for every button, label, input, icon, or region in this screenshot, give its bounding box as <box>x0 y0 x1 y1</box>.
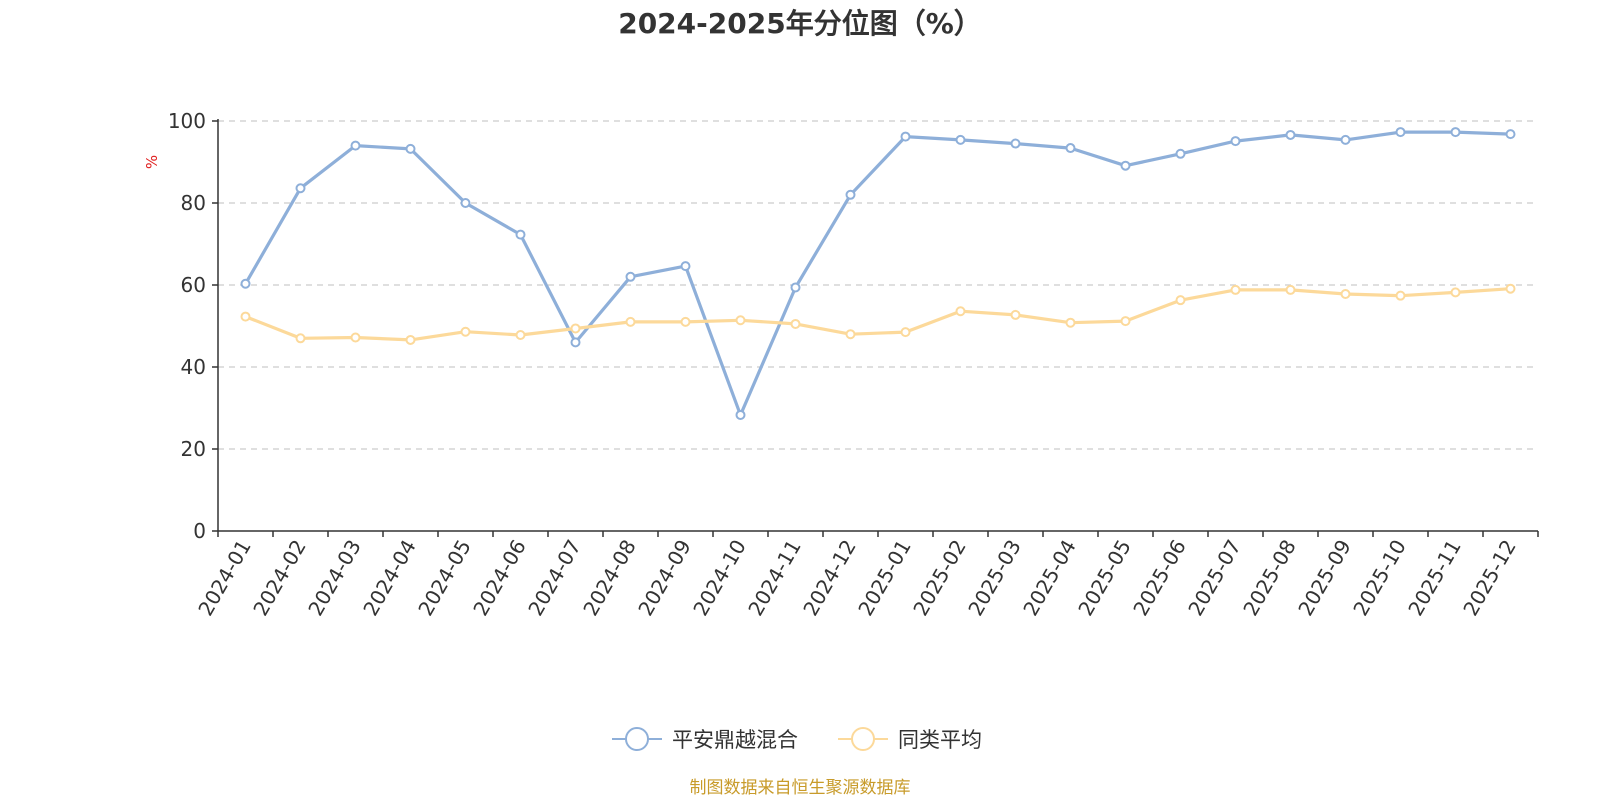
data-point[interactable] <box>405 143 416 154</box>
x-tick-label: 2024-03 <box>303 536 366 620</box>
x-tick-label: 2024-06 <box>468 536 531 620</box>
x-tick-label: 2024-01 <box>193 536 256 620</box>
data-point[interactable] <box>1285 284 1296 295</box>
data-point[interactable] <box>1395 290 1406 301</box>
x-tick-label: 2024-12 <box>798 536 861 620</box>
y-tick-label: 40 <box>181 355 206 379</box>
data-point[interactable] <box>1120 316 1131 327</box>
data-point[interactable] <box>295 183 306 194</box>
data-point[interactable] <box>735 409 746 420</box>
x-tick-label: 2024-09 <box>633 536 696 620</box>
series-0 <box>240 127 1516 420</box>
data-point[interactable] <box>1230 136 1241 147</box>
data-point[interactable] <box>350 140 361 151</box>
series-1 <box>240 283 1516 345</box>
y-tick-label: 20 <box>181 437 206 461</box>
x-tick-label: 2025-09 <box>1293 536 1356 620</box>
x-tick-label: 2025-12 <box>1458 536 1521 620</box>
data-point[interactable] <box>570 337 581 348</box>
series-group <box>240 127 1516 420</box>
axes <box>217 119 1538 532</box>
legend-label[interactable]: 平安鼎越混合 <box>672 728 798 752</box>
x-tick-labels: 2024-012024-022024-032024-042024-052024-… <box>193 531 1539 620</box>
data-point[interactable] <box>295 333 306 344</box>
data-point[interactable] <box>350 332 361 343</box>
data-point[interactable] <box>955 306 966 317</box>
data-point[interactable] <box>1230 284 1241 295</box>
data-point[interactable] <box>1395 127 1406 138</box>
legend-label[interactable]: 同类平均 <box>898 728 982 752</box>
x-tick-label: 2024-08 <box>578 536 641 620</box>
data-point[interactable] <box>1010 138 1021 149</box>
data-point[interactable] <box>460 326 471 337</box>
data-point[interactable] <box>1175 148 1186 159</box>
legend: 平安鼎越混合 同类平均 <box>612 727 982 752</box>
data-point[interactable] <box>1505 283 1516 294</box>
data-point[interactable] <box>460 198 471 208</box>
data-point[interactable] <box>900 131 911 142</box>
x-tick-label: 2025-06 <box>1128 536 1191 620</box>
data-point[interactable] <box>1340 134 1351 145</box>
data-point[interactable] <box>570 323 581 334</box>
data-point[interactable] <box>625 271 636 282</box>
data-point[interactable] <box>1065 317 1076 328</box>
y-tick-label: 0 <box>193 519 206 543</box>
series-line <box>244 287 1511 342</box>
data-point[interactable] <box>790 282 801 293</box>
x-tick-label: 2025-03 <box>963 536 1026 620</box>
x-tick-label: 2025-01 <box>853 536 916 620</box>
data-point[interactable] <box>845 329 856 340</box>
x-tick-label: 2024-04 <box>358 536 421 620</box>
data-point[interactable] <box>625 316 636 327</box>
x-tick-label: 2025-10 <box>1348 536 1411 620</box>
grid-lines <box>218 120 1538 450</box>
data-point[interactable] <box>1505 129 1516 140</box>
data-point[interactable] <box>1450 127 1461 138</box>
data-point[interactable] <box>240 278 251 289</box>
data-point[interactable] <box>845 189 856 200</box>
x-tick-label: 2025-05 <box>1073 536 1136 620</box>
x-tick-label: 2024-05 <box>413 536 476 620</box>
data-point[interactable] <box>680 261 691 272</box>
data-point[interactable] <box>515 229 526 240</box>
data-point[interactable] <box>680 316 691 327</box>
data-point[interactable] <box>1065 143 1076 154</box>
data-point[interactable] <box>240 311 251 322</box>
y-tick-label: 80 <box>181 191 206 215</box>
y-tick-label: 60 <box>181 273 206 297</box>
series-line <box>244 130 1511 417</box>
data-point[interactable] <box>1450 287 1461 298</box>
x-tick-label: 2024-02 <box>248 536 311 620</box>
x-tick-label: 2025-11 <box>1403 536 1466 620</box>
y-axis-unit: % <box>143 155 161 169</box>
data-point[interactable] <box>1340 289 1351 300</box>
y-tick-labels: 0 20 40 60 80 100 <box>168 109 218 543</box>
legend-marker[interactable] <box>625 727 649 751</box>
data-point[interactable] <box>955 134 966 145</box>
source-note: 制图数据来自恒生聚源数据库 <box>690 778 911 798</box>
data-point[interactable] <box>515 330 526 341</box>
data-point[interactable] <box>1010 309 1021 320</box>
chart-title: 2024-2025年分位图（%） <box>618 7 982 40</box>
x-tick-label: 2025-07 <box>1183 536 1246 620</box>
data-point[interactable] <box>790 318 801 329</box>
data-point[interactable] <box>1175 295 1186 306</box>
x-tick-label: 2024-10 <box>688 536 751 620</box>
x-tick-label: 2024-11 <box>743 536 806 620</box>
data-point[interactable] <box>405 334 416 345</box>
x-tick-label: 2025-04 <box>1018 536 1081 620</box>
legend-marker[interactable] <box>851 727 875 751</box>
data-point[interactable] <box>1120 160 1131 171</box>
data-point[interactable] <box>1285 129 1296 140</box>
data-point[interactable] <box>900 327 911 338</box>
x-tick-label: 2025-02 <box>908 536 971 620</box>
data-point[interactable] <box>735 315 746 326</box>
x-tick-label: 2024-07 <box>523 536 586 620</box>
x-tick-label: 2025-08 <box>1238 536 1301 620</box>
y-tick-label: 100 <box>168 109 206 133</box>
